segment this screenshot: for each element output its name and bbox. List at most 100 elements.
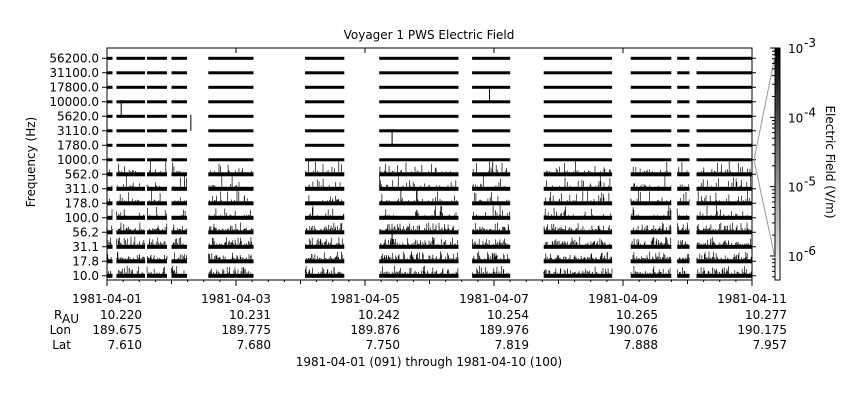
band-activity [473, 204, 510, 216]
band-segment [171, 273, 187, 278]
band-segment [379, 201, 459, 206]
band-segment [208, 230, 254, 235]
band-segment [543, 186, 613, 191]
band-segment [543, 259, 613, 264]
band-activity [679, 184, 689, 187]
band-segment [696, 215, 752, 220]
band-segment [677, 244, 690, 249]
ephemeris-value-lon: 189.675 [92, 323, 142, 337]
band-segment [116, 273, 146, 278]
band-segment [379, 71, 459, 75]
band-segment [208, 129, 254, 133]
band-segment [379, 56, 459, 60]
x-axis-ticks: 1981-04-01 1981-04-03 1981-04-05 1981-04-07… [72, 48, 787, 306]
band-activity [696, 222, 753, 231]
band-activity [543, 223, 613, 231]
band-segment [379, 230, 459, 235]
band-activity [118, 163, 136, 173]
band-segment [107, 215, 113, 220]
band-segment [305, 56, 345, 60]
band-segment [379, 100, 459, 104]
band-segment [171, 230, 187, 235]
x-tick-label: 1981-04-07 [459, 292, 529, 306]
band-activity [107, 253, 112, 260]
y-tick-label: 100.0 [65, 211, 99, 225]
band-activity [380, 237, 458, 245]
band-activity [676, 267, 686, 274]
ephemeris-value-r: 10.277 [745, 308, 787, 322]
band-activity [147, 237, 166, 245]
band-segment [630, 201, 672, 206]
band-segment [305, 158, 345, 162]
band-segment [305, 143, 345, 147]
band-segment [677, 114, 690, 118]
band-segment [305, 215, 345, 220]
band-activity [146, 266, 165, 274]
band-segment [107, 244, 113, 249]
ephemeris-label-r: R [54, 308, 62, 322]
band-segment [171, 158, 187, 162]
band-activity [108, 270, 112, 274]
band-activity [632, 222, 672, 231]
band-activity [304, 160, 342, 173]
band-segment [116, 230, 146, 235]
footer-date-range: 1981-04-01 (091) through 1981-04-10 (100… [296, 355, 562, 369]
band-activity [116, 209, 145, 216]
band-segment [630, 230, 672, 235]
band-segment [543, 71, 613, 75]
band-segment [107, 273, 113, 278]
band-activity [543, 206, 612, 216]
band-segment [379, 129, 459, 133]
band-activity [208, 252, 252, 260]
band-segment [472, 172, 511, 177]
band-activity [696, 205, 748, 216]
band-segment [696, 259, 752, 264]
band-activity [208, 266, 251, 274]
band-segment [147, 201, 167, 206]
band-segment [208, 201, 254, 206]
band-activity [378, 222, 459, 231]
band-segment [305, 114, 345, 118]
band-segment [305, 129, 345, 133]
x-tick-label: 1981-04-11 [717, 292, 787, 306]
band-segment [116, 201, 146, 206]
band-segment [116, 56, 146, 60]
band-activity [308, 178, 341, 187]
band-segment [379, 186, 459, 191]
band-activity [148, 191, 161, 202]
band-segment [472, 85, 511, 89]
band-segment [472, 186, 511, 191]
band-segment [379, 114, 459, 118]
band-activity [699, 175, 752, 187]
band-segment [116, 158, 146, 162]
ephemeris-value-r: 10.242 [358, 308, 400, 322]
band-activity [378, 175, 457, 187]
band-segment [543, 201, 613, 206]
band-activity [147, 206, 167, 216]
band-segment [305, 172, 345, 177]
band-segment [147, 172, 167, 177]
band-segment [677, 71, 690, 75]
band-segment [677, 230, 690, 235]
band-activity [171, 265, 185, 274]
band-activity [543, 266, 613, 274]
band-activity [107, 225, 113, 231]
band-activity [146, 182, 160, 187]
band-segment [171, 186, 187, 191]
band-segment [379, 172, 459, 177]
band-activity [172, 224, 188, 231]
band-segment [305, 259, 345, 264]
band-segment [107, 114, 113, 118]
y-tick-label: 178.0 [65, 196, 99, 210]
band-segment [208, 114, 254, 118]
band-activity [116, 236, 145, 245]
ephemeris-value-lat: 7.957 [753, 338, 787, 352]
band-segment [116, 129, 146, 133]
band-activity [116, 251, 145, 260]
band-segment [472, 71, 511, 75]
ephemeris-value-r: 10.220 [100, 308, 142, 322]
band-activity [677, 222, 690, 231]
band-segment [208, 273, 254, 278]
band-segment [472, 158, 511, 162]
